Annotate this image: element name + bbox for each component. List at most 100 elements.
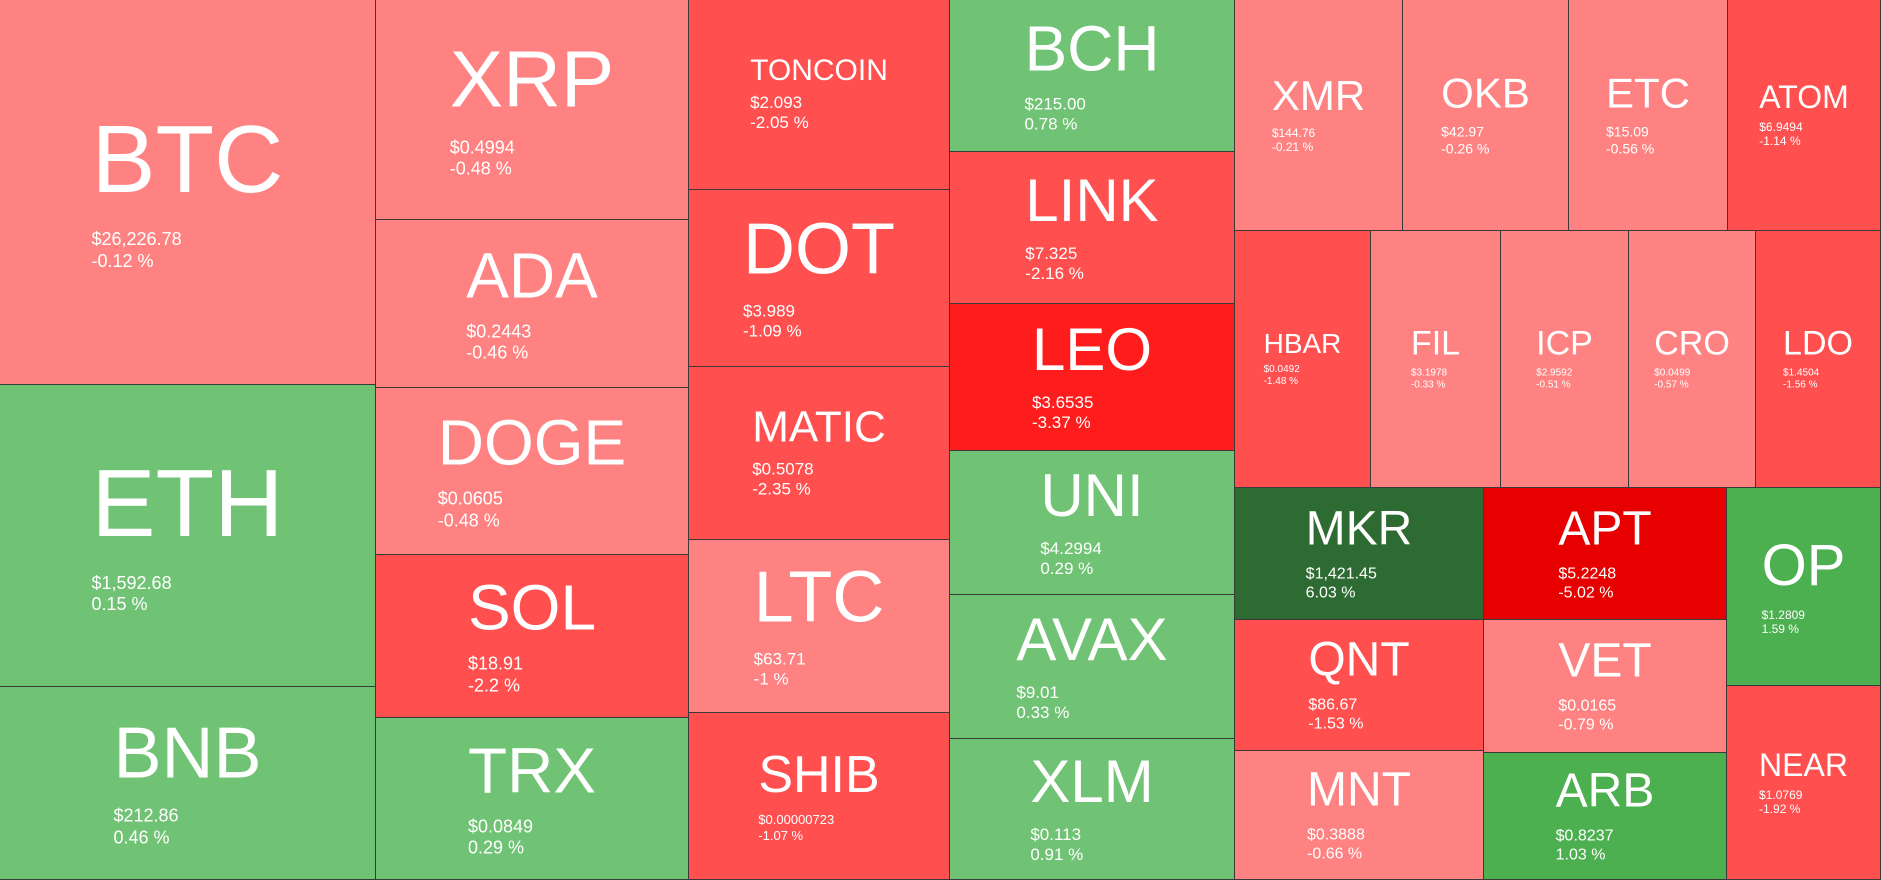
tile-bnb[interactable]: BNB $212.86 0.46 % — [0, 687, 376, 880]
tile-near[interactable]: NEAR $1.0769 -1.92 % — [1727, 686, 1881, 880]
tile-change: -3.37 % — [1031, 413, 1091, 433]
tile-price: $15.09 — [1606, 123, 1649, 140]
tile-change: -1.56 % — [1783, 379, 1818, 391]
tile-symbol: LTC — [753, 557, 885, 638]
tile-symbol: ETH — [91, 449, 284, 557]
tile-link[interactable]: LINK $7.325 -2.16 % — [950, 152, 1235, 304]
tile-mkr[interactable]: MKR $1,421.45 6.03 % — [1235, 488, 1484, 620]
tile-price: $7.325 — [1025, 243, 1078, 263]
tile-label-group: DOT $3.989 -1.09 % — [743, 214, 895, 343]
tile-label-group: BCH $215.00 0.78 % — [1024, 16, 1159, 135]
tile-change: -1 % — [753, 670, 789, 689]
tile-label-group: TRX $0.0849 0.29 % — [468, 738, 596, 859]
tile-change: -0.33 % — [1410, 379, 1446, 391]
tile-sol[interactable]: SOL $18.91 -2.2 % — [376, 555, 689, 718]
tile-bch[interactable]: BCH $215.00 0.78 % — [950, 0, 1235, 152]
tile-price: $0.0849 — [468, 815, 534, 836]
tile-change: -1.92 % — [1759, 802, 1801, 816]
tile-symbol: ADA — [466, 238, 598, 311]
tile-change: -2.05 % — [750, 113, 809, 132]
tile-symbol: DOGE — [437, 406, 627, 479]
tile-mnt[interactable]: MNT $0.3888 -0.66 % — [1235, 751, 1484, 880]
tile-doge[interactable]: DOGE $0.0605 -0.48 % — [376, 388, 689, 555]
tile-price: $215.00 — [1024, 94, 1086, 114]
tile-symbol: XRP — [449, 33, 615, 123]
tile-change: -5.02 % — [1558, 584, 1614, 601]
tile-xlm[interactable]: XLM $0.113 0.91 % — [950, 739, 1235, 880]
tile-change: 0.29 % — [468, 837, 525, 858]
tile-fil[interactable]: FIL $3.1978 -0.33 % — [1371, 231, 1501, 488]
tile-btc[interactable]: BTC $26,226.78 -0.12 % — [0, 0, 376, 385]
tile-qnt[interactable]: QNT $86.67 -1.53 % — [1235, 620, 1484, 751]
tile-price: $63.71 — [753, 649, 806, 669]
tile-label-group: UNI $4.2994 0.29 % — [1040, 461, 1144, 580]
tile-symbol: UNI — [1040, 461, 1144, 529]
tile-label-group: FIL $3.1978 -0.33 % — [1411, 327, 1460, 392]
tile-uni[interactable]: UNI $4.2994 0.29 % — [950, 451, 1235, 595]
tile-change: -0.79 % — [1558, 716, 1614, 734]
tile-price: $3.1978 — [1410, 367, 1448, 379]
tile-vet[interactable]: VET $0.0165 -0.79 % — [1484, 620, 1727, 753]
tile-price: $5.2248 — [1558, 564, 1617, 582]
tile-symbol: OP — [1761, 532, 1846, 598]
tile-symbol: QNT — [1308, 633, 1410, 687]
tile-price: $1,592.68 — [91, 572, 172, 593]
tile-change: 0.46 % — [113, 827, 170, 847]
tile-label-group: ICP $2.9592 -0.51 % — [1536, 327, 1593, 392]
tile-change: -1.53 % — [1308, 715, 1364, 733]
tile-matic[interactable]: MATIC $0.5078 -2.35 % — [689, 367, 950, 540]
tile-label-group: XRP $0.4994 -0.48 % — [449, 33, 615, 180]
tile-xrp[interactable]: XRP $0.4994 -0.48 % — [376, 0, 689, 220]
tile-label-group: SOL $18.91 -2.2 % — [468, 575, 596, 696]
tile-symbol: XLM — [1030, 748, 1154, 816]
tile-op[interactable]: OP $1.2809 1.59 % — [1727, 488, 1881, 686]
tile-price: $0.8237 — [1555, 827, 1614, 845]
tile-symbol: BCH — [1024, 12, 1160, 85]
tile-atom[interactable]: ATOM $6.9494 -1.14 % — [1728, 0, 1881, 231]
tile-price: $42.97 — [1441, 123, 1484, 140]
tile-change: -0.51 % — [1536, 379, 1571, 391]
tile-label-group: SHIB $0.00000723 -1.07 % — [758, 749, 879, 843]
tile-change: 0.29 % — [1040, 559, 1094, 578]
tile-icp[interactable]: ICP $2.9592 -0.51 % — [1501, 231, 1629, 488]
tile-symbol: DOT — [743, 209, 895, 290]
tile-price: $1.2809 — [1761, 607, 1805, 622]
tile-change: 0.15 % — [91, 594, 148, 614]
tile-change: 0.33 % — [1016, 703, 1070, 722]
tile-okb[interactable]: OKB $42.97 -0.26 % — [1403, 0, 1569, 231]
tile-price: $86.67 — [1308, 696, 1358, 714]
tile-label-group: XMR $144.76 -0.21 % — [1272, 75, 1365, 155]
tile-change: 1.03 % — [1555, 846, 1606, 864]
tile-label-group: NEAR $1.0769 -1.92 % — [1759, 749, 1848, 817]
tile-change: 1.59 % — [1761, 622, 1799, 636]
tile-symbol: SHIB — [758, 745, 880, 804]
tile-ada[interactable]: ADA $0.2443 -0.46 % — [376, 220, 689, 388]
tile-hbar[interactable]: HBAR $0.0492 -1.48 % — [1235, 231, 1371, 488]
tile-symbol: ETC — [1606, 69, 1690, 117]
tile-shib[interactable]: SHIB $0.00000723 -1.07 % — [689, 713, 950, 880]
tile-trx[interactable]: TRX $0.0849 0.29 % — [376, 718, 689, 880]
tile-avax[interactable]: AVAX $9.01 0.33 % — [950, 595, 1235, 739]
tile-xmr[interactable]: XMR $144.76 -0.21 % — [1235, 0, 1403, 231]
tile-arb[interactable]: ARB $0.8237 1.03 % — [1484, 753, 1727, 880]
tile-leo[interactable]: LEO $3.6535 -3.37 % — [950, 304, 1235, 451]
tile-symbol: LINK — [1025, 166, 1159, 234]
tile-eth[interactable]: ETH $1,592.68 0.15 % — [0, 385, 376, 687]
tile-ldo[interactable]: LDO $1.4504 -1.56 % — [1756, 231, 1881, 488]
tile-symbol: ATOM — [1759, 79, 1849, 116]
tile-change: -1.14 % — [1759, 134, 1801, 149]
tile-change: -1.09 % — [743, 322, 802, 341]
tile-ltc[interactable]: LTC $63.71 -1 % — [689, 540, 950, 713]
tile-toncoin[interactable]: TONCOIN $2.093 -2.05 % — [689, 0, 950, 190]
tile-apt[interactable]: APT $5.2248 -5.02 % — [1484, 488, 1727, 620]
tile-symbol: LDO — [1783, 324, 1853, 363]
tile-label-group: VET $0.0165 -0.79 % — [1558, 637, 1651, 734]
tile-symbol: NEAR — [1759, 746, 1848, 783]
tile-cro[interactable]: CRO $0.0499 -0.57 % — [1629, 231, 1756, 488]
tile-change: -0.26 % — [1441, 140, 1490, 157]
tile-label-group: ETC $15.09 -0.56 % — [1606, 69, 1690, 158]
tile-etc[interactable]: ETC $15.09 -0.56 % — [1569, 0, 1728, 231]
tile-dot[interactable]: DOT $3.989 -1.09 % — [689, 190, 950, 367]
tile-price: $0.00000723 — [758, 811, 835, 827]
